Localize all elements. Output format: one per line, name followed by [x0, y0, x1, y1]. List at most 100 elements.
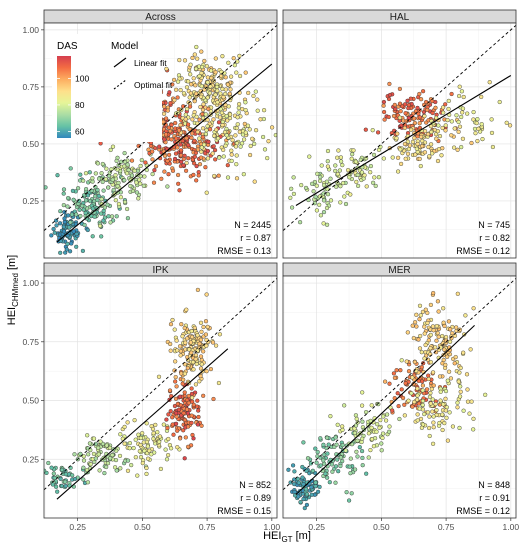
data-point [91, 436, 97, 441]
data-point [436, 334, 441, 339]
data-point [138, 163, 143, 168]
data-point [191, 367, 196, 372]
data-point [125, 458, 131, 463]
data-point [191, 360, 196, 365]
data-point [420, 383, 425, 388]
data-point [458, 389, 463, 394]
data-point [174, 136, 179, 141]
data-point [397, 416, 402, 422]
data-point [321, 210, 327, 215]
data-point [49, 233, 54, 238]
data-point [497, 99, 502, 105]
data-point [163, 447, 168, 452]
data-point [229, 148, 234, 153]
data-point [125, 468, 131, 473]
data-point [459, 89, 464, 94]
data-point [325, 148, 331, 154]
data-point [83, 187, 89, 192]
data-point [194, 164, 199, 169]
data-point [404, 359, 409, 364]
data-point [471, 117, 476, 122]
data-point [415, 397, 420, 402]
data-point [398, 109, 403, 114]
data-point [475, 139, 480, 144]
data-point [199, 423, 204, 428]
data-point [213, 148, 218, 153]
data-point [479, 122, 484, 127]
data-point [188, 72, 193, 77]
data-point [431, 425, 436, 430]
data-point [207, 91, 212, 96]
data-point [44, 185, 48, 190]
data-point [195, 56, 200, 61]
data-point [204, 343, 209, 348]
data-point [321, 458, 326, 463]
data-point [405, 98, 410, 103]
data-point [67, 249, 73, 254]
data-point [164, 417, 169, 422]
data-point [355, 172, 360, 177]
data-point [190, 117, 195, 122]
data-point [483, 392, 488, 397]
data-point [382, 109, 387, 115]
data-point [449, 91, 454, 97]
data-point [417, 346, 423, 351]
data-point [333, 480, 338, 485]
data-point [157, 439, 162, 444]
data-point [199, 149, 204, 154]
data-point [441, 110, 446, 115]
data-point [402, 413, 407, 418]
data-point [351, 148, 356, 153]
data-point [243, 130, 248, 135]
data-point [197, 74, 202, 79]
data-point [55, 173, 60, 178]
data-point [174, 338, 179, 343]
data-point [63, 472, 68, 477]
data-point [455, 405, 460, 410]
data-point [427, 425, 432, 431]
data-point [410, 404, 415, 409]
data-point [110, 177, 115, 182]
data-point [92, 214, 97, 219]
data-point [412, 359, 417, 365]
data-point [327, 480, 332, 485]
data-point [435, 129, 440, 134]
data-point [228, 112, 233, 117]
data-point [184, 407, 190, 412]
data-point [447, 369, 452, 374]
data-point [353, 467, 358, 472]
data-point [190, 55, 195, 60]
data-point [234, 162, 239, 167]
stat-n: N = 848 [478, 480, 510, 490]
data-point [334, 442, 339, 447]
data-point [376, 402, 381, 407]
data-point [448, 327, 453, 332]
data-point [168, 348, 173, 353]
data-point [199, 84, 204, 89]
data-point [194, 361, 199, 367]
data-point [350, 152, 355, 157]
data-point [360, 463, 365, 468]
data-point [422, 324, 427, 329]
data-point [426, 373, 431, 378]
data-point [452, 333, 457, 338]
data-point [219, 73, 224, 79]
data-point [124, 171, 130, 176]
data-point [88, 462, 93, 467]
data-point [178, 394, 183, 399]
data-point [422, 113, 427, 119]
data-point [243, 107, 248, 113]
data-point [338, 184, 343, 189]
data-point [81, 458, 87, 463]
data-point [132, 168, 137, 173]
data-point [63, 483, 68, 489]
data-point [333, 163, 338, 168]
data-point [438, 345, 443, 350]
data-point [193, 83, 198, 88]
facet-strip-label: HAL [390, 12, 410, 23]
data-point [429, 129, 434, 135]
data-point [238, 144, 243, 149]
data-point [205, 324, 210, 329]
data-point [311, 189, 316, 194]
data-point [61, 191, 66, 196]
